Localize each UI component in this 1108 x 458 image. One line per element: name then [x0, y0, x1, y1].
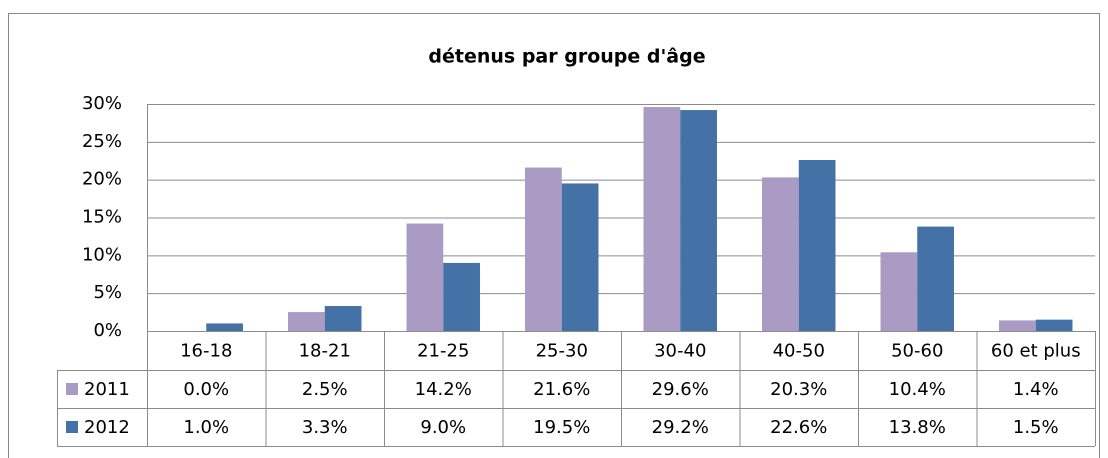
- y-tick-label: 5%: [93, 282, 122, 303]
- y-tick-label: 30%: [82, 93, 122, 114]
- x-tick-label: 18-21: [299, 341, 351, 362]
- bar: [525, 167, 562, 331]
- legend-swatch: [66, 383, 78, 395]
- x-tick-label: 21-25: [417, 341, 469, 362]
- y-tick-label: 15%: [82, 207, 122, 228]
- bar: [561, 183, 599, 331]
- x-tick-label: 30-40: [654, 341, 706, 362]
- table-cell: 10.4%: [889, 379, 946, 400]
- bar: [798, 159, 836, 331]
- legend-label: 2012: [84, 417, 130, 438]
- y-tick-label: 25%: [82, 131, 122, 152]
- table-cell: 29.6%: [652, 379, 709, 400]
- x-tick-label: 50-60: [891, 341, 943, 362]
- bar: [206, 323, 243, 331]
- bar: [999, 320, 1036, 331]
- legend-label: 2011: [84, 379, 130, 400]
- table-cell: 13.8%: [889, 417, 946, 438]
- table-cell: 14.2%: [415, 379, 472, 400]
- bar: [917, 226, 954, 331]
- bar: [1035, 319, 1073, 331]
- table-cell: 1.0%: [183, 417, 229, 438]
- x-tick-label: 25-30: [536, 341, 588, 362]
- table-cell: 1.4%: [1013, 379, 1059, 400]
- x-tick-label: 40-50: [773, 341, 825, 362]
- table-cell: 0.0%: [183, 379, 229, 400]
- table-cell: 22.6%: [770, 417, 827, 438]
- table-cell: 9.0%: [420, 417, 466, 438]
- bar: [643, 107, 681, 331]
- table-cell: 3.3%: [302, 417, 348, 438]
- bar: [288, 312, 325, 331]
- x-tick-label: 60 et plus: [991, 341, 1081, 362]
- y-tick-label: 0%: [93, 320, 122, 341]
- bar: [406, 223, 444, 331]
- table-cell: 20.3%: [770, 379, 827, 400]
- bar: [443, 262, 480, 331]
- bar: [880, 252, 918, 331]
- x-tick-label: 16-18: [180, 341, 232, 362]
- bar: [680, 110, 717, 331]
- table-cell: 21.6%: [533, 379, 590, 400]
- table-cell: 19.5%: [533, 417, 590, 438]
- table-cell: 1.5%: [1013, 417, 1059, 438]
- y-tick-label: 20%: [82, 169, 122, 190]
- table-cell: 29.2%: [652, 417, 709, 438]
- legend-swatch: [66, 421, 78, 433]
- table-cell: 2.5%: [302, 379, 348, 400]
- y-tick-label: 10%: [82, 244, 122, 265]
- bar: [762, 177, 799, 331]
- chart-title: détenus par groupe d'âge: [428, 46, 705, 68]
- bar: [324, 306, 362, 331]
